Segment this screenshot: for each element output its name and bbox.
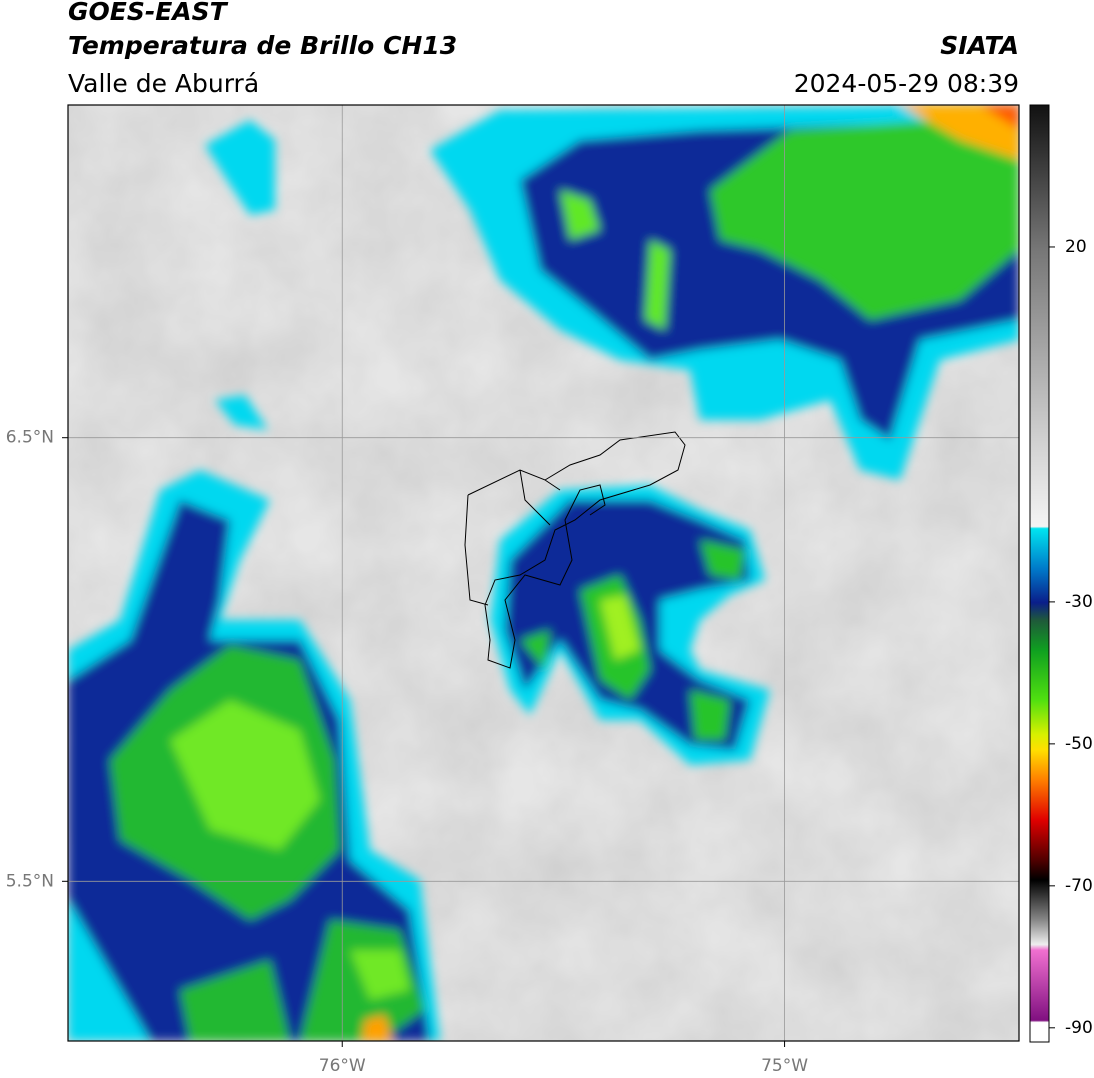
- region: Valle de Aburrá: [68, 69, 259, 98]
- timestamp: 2024-05-29 08:39: [794, 69, 1019, 98]
- colorbar-tick-label: -70: [1065, 876, 1093, 896]
- satellite-image: [68, 105, 1019, 1041]
- map-frame: [67, 104, 1020, 1042]
- colorbar-tick-label: -90: [1065, 1018, 1093, 1038]
- y-tick-label: 6.5°N: [6, 428, 54, 448]
- title: GOES-EAST: [68, 0, 229, 26]
- colorbar-tick-label: -50: [1065, 734, 1093, 754]
- colorbar: [1029, 104, 1050, 1043]
- map-grid: [68, 105, 1019, 1041]
- subtitle: Temperatura de Brillo CH13: [68, 31, 457, 60]
- x-tick-label: 75°W: [761, 1056, 808, 1076]
- y-tick-label: 5.5°N: [6, 871, 54, 891]
- colorbar-tick-label: -30: [1065, 592, 1093, 612]
- x-tick-label: 76°W: [319, 1056, 366, 1076]
- source: SIATA: [940, 31, 1019, 60]
- colorbar-tick-label: 20: [1065, 237, 1087, 257]
